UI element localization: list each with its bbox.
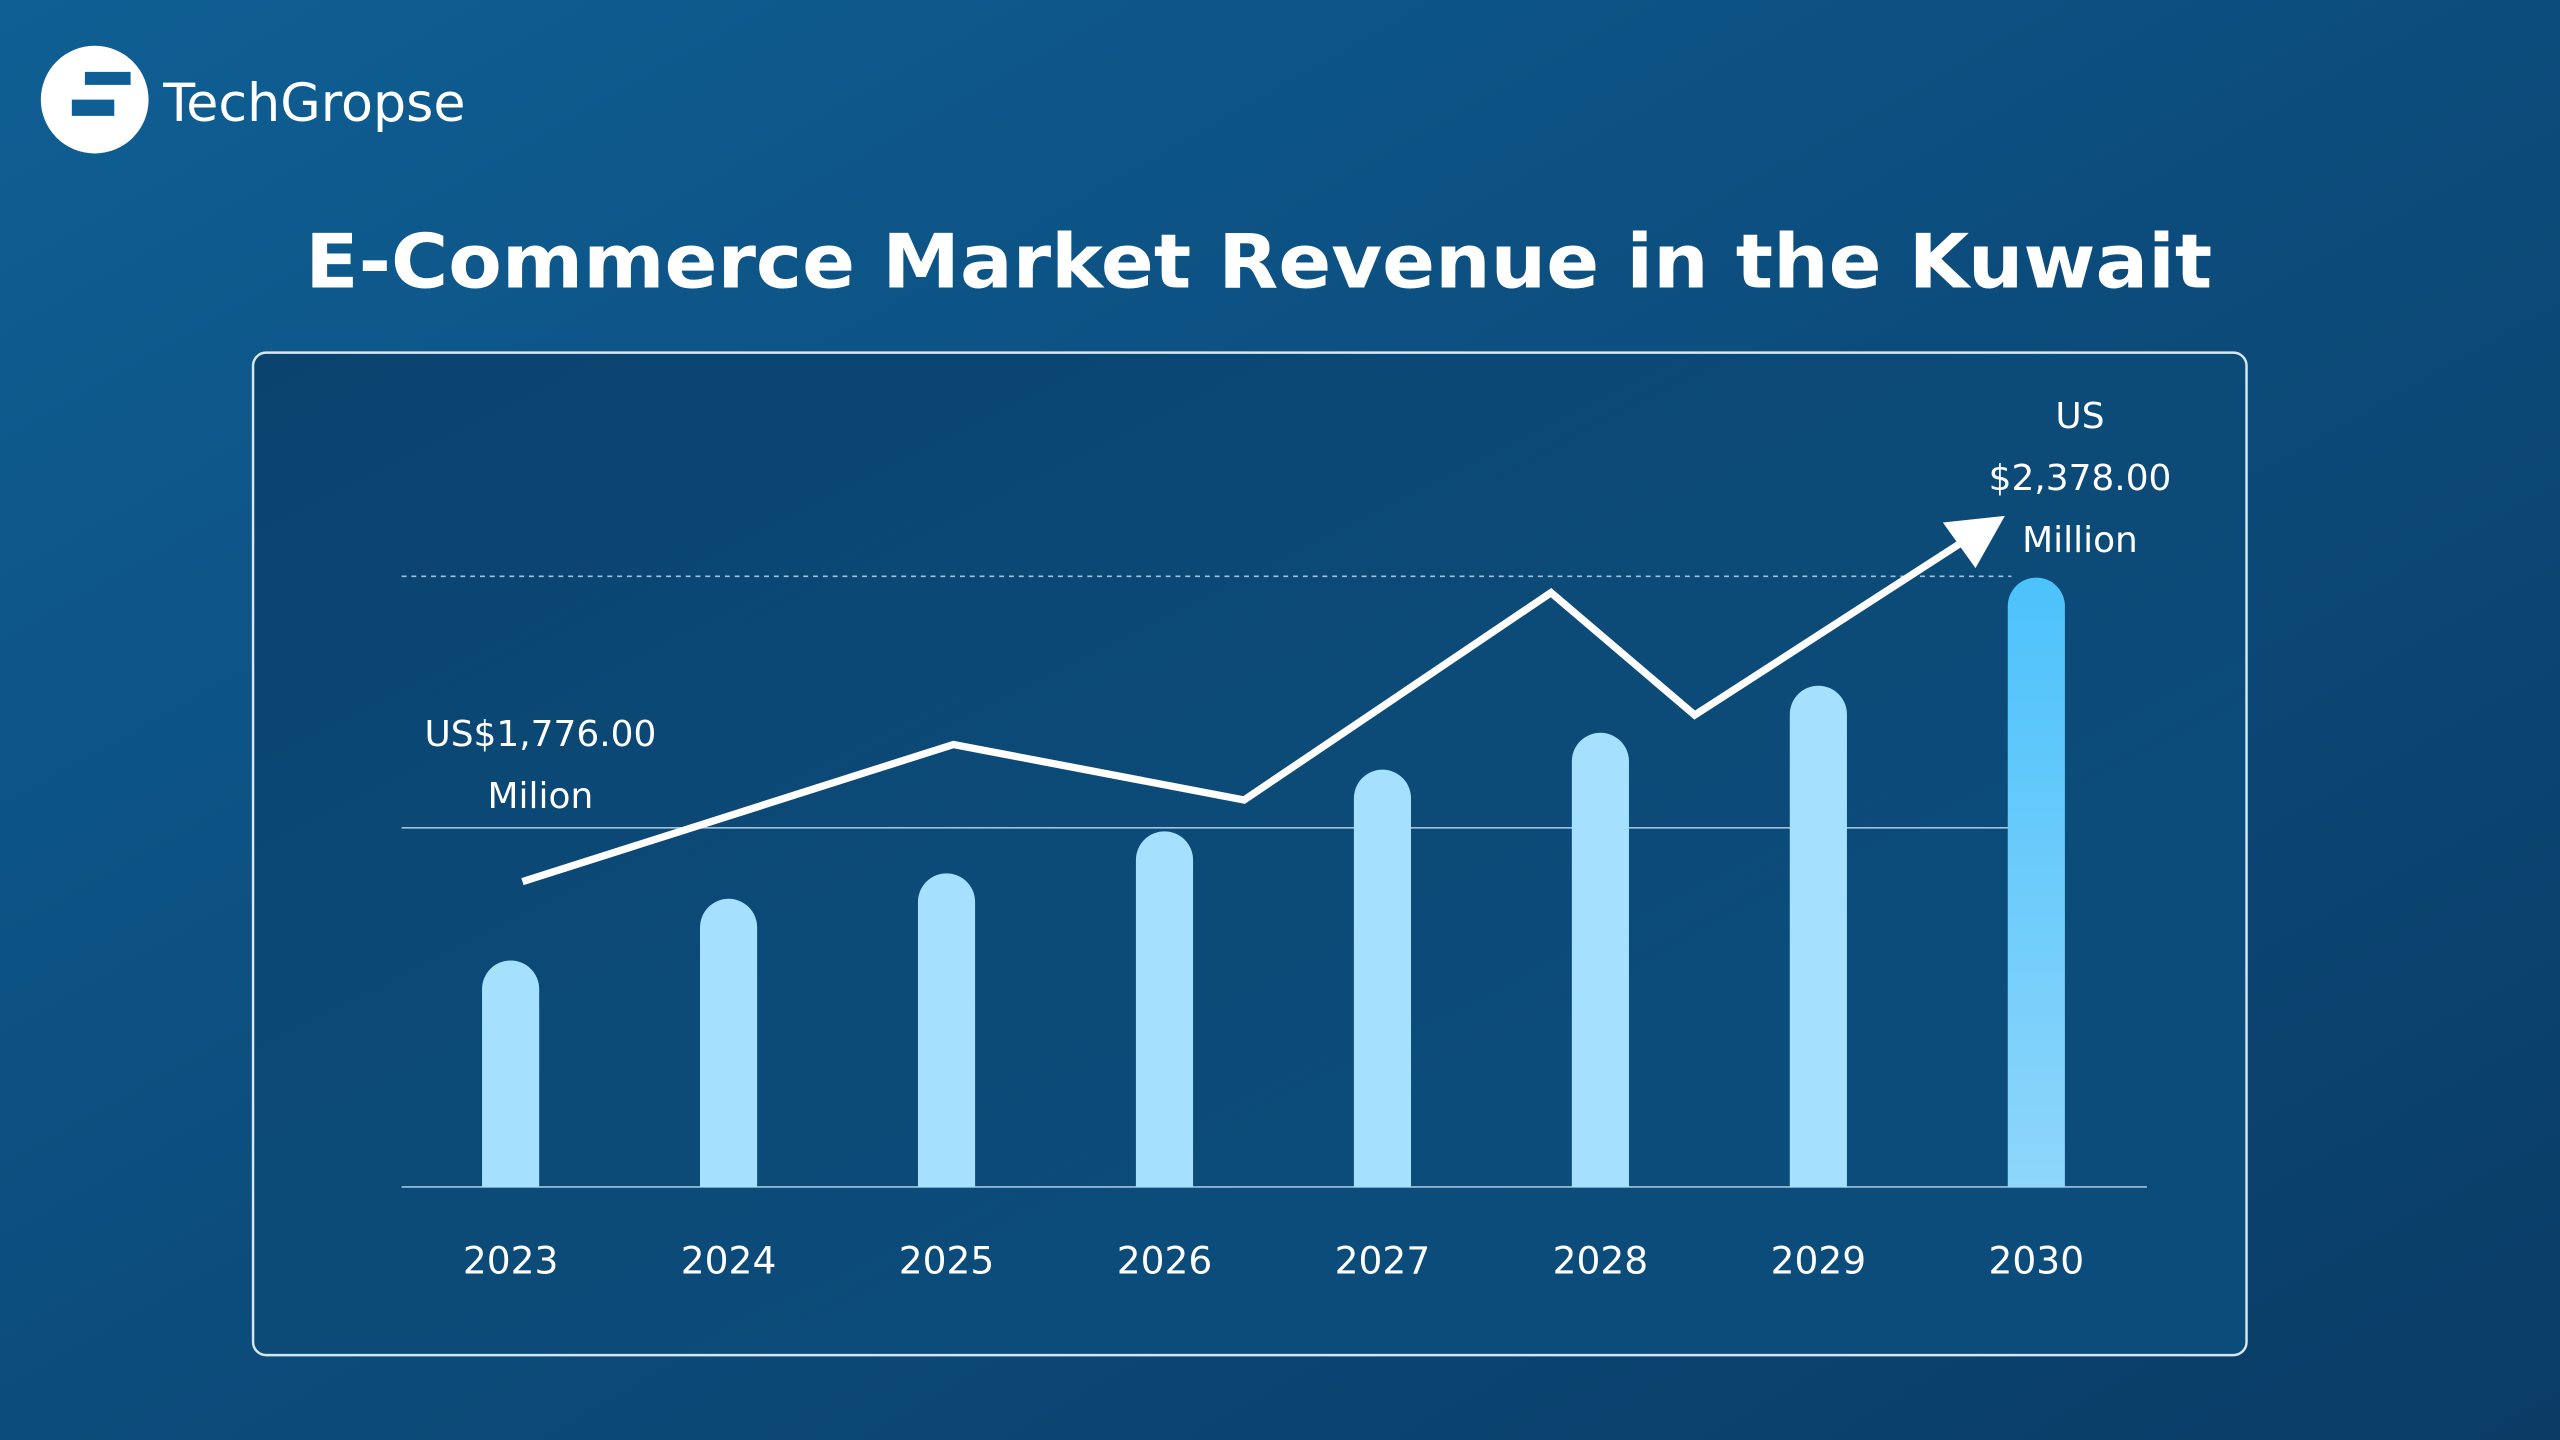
value-label: US$1,776.00 Milion [424, 715, 657, 818]
logo: TechGropse [40, 45, 466, 154]
x-tick-label: 2024 [681, 1238, 777, 1282]
bar [1789, 685, 1847, 1187]
x-tick-label: 2026 [1117, 1238, 1213, 1282]
bar [1571, 732, 1629, 1187]
bar [1353, 769, 1412, 1187]
trend-arrow [1942, 515, 2005, 569]
bar [917, 873, 976, 1187]
bar [2007, 577, 2065, 1187]
x-tick-label: 2025 [899, 1238, 995, 1282]
x-tick-label: 2027 [1335, 1238, 1431, 1282]
bar [700, 898, 758, 1187]
value-label: US $2,378.00 Million [1988, 396, 2172, 562]
x-tick-label: 2030 [1989, 1238, 2085, 1282]
value-label-box: US $2,378.00 Million [1988, 396, 2172, 562]
bar [482, 960, 540, 1187]
logo-mark [71, 71, 131, 116]
x-tick-label: 2029 [1771, 1238, 1867, 1282]
bar [1135, 831, 1194, 1187]
x-tick-label: 2028 [1553, 1238, 1649, 1282]
value-label-box: US$1,776.00 Milion [424, 715, 657, 818]
brand-name: TechGropse [162, 74, 465, 134]
labels: 2023 US$1,776.00 Milion 2024 2025 2026 2027 20… [424, 396, 2172, 1283]
chart-title: E-Commerce Market Revenue in the Kuwait [305, 217, 2212, 305]
bars [482, 577, 2065, 1187]
x-tick-label: 2023 [463, 1238, 559, 1282]
trend-line [521, 535, 1970, 886]
